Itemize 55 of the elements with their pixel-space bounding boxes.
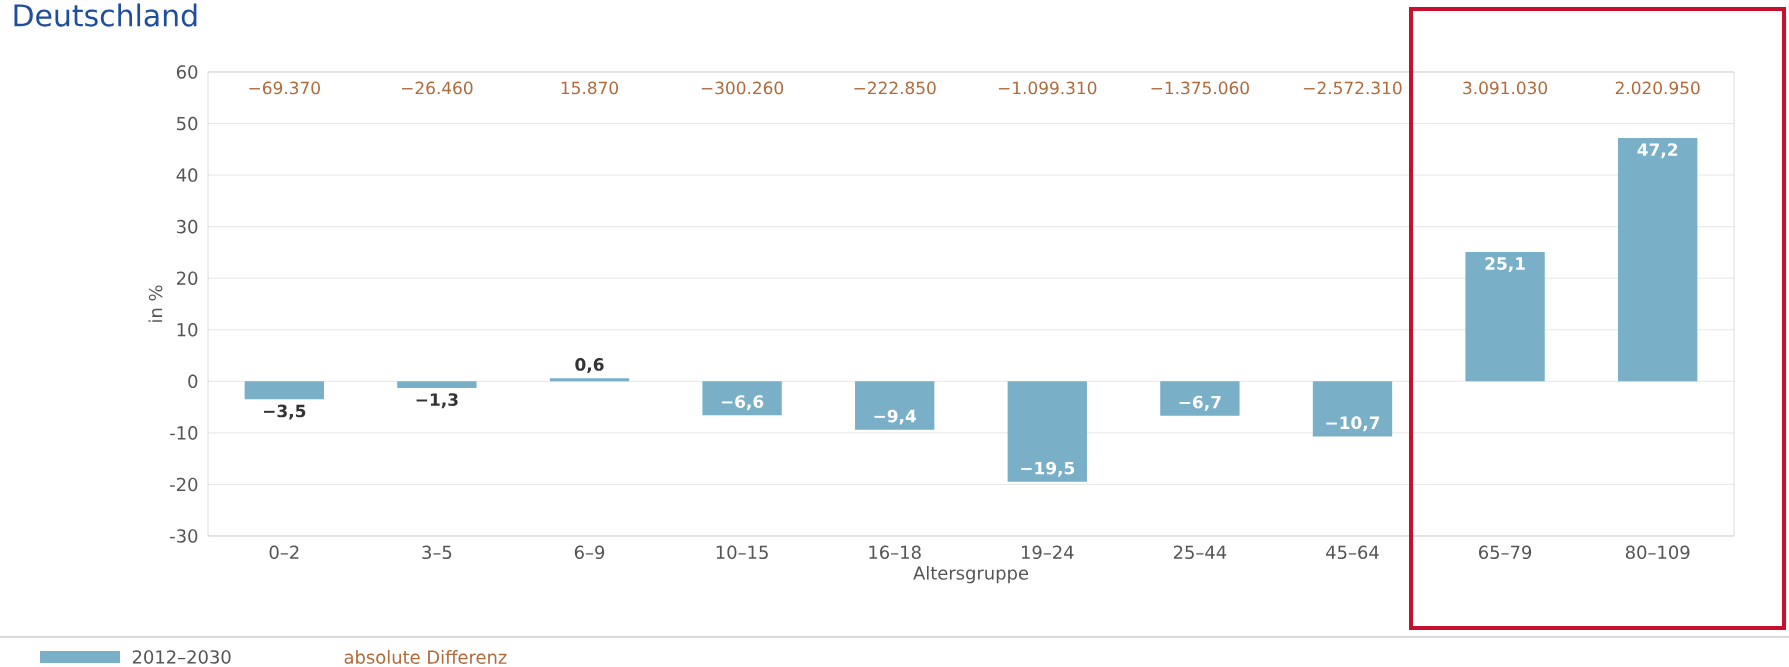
bar [244,381,324,400]
data-label: −3,5 [264,404,306,420]
annotation: 3.091.030 [1463,81,1548,95]
y-tick-label: 50 [177,116,198,131]
data-label: −1,3 [416,393,458,409]
x-tick-label: 16–18 [869,545,921,560]
text: absolute Differenz [344,650,507,664]
bar [702,381,782,416]
y-tick-label: 20 [176,271,198,285]
y-tick-label: 60 [176,65,198,79]
data-label: −6,7 [1179,395,1221,411]
annotation: −300.260 [701,81,784,95]
bar [1160,381,1240,416]
annotation: −1.099.310 [998,81,1097,95]
x-tick-label: 80–109 [1625,545,1690,560]
bar [397,381,477,389]
bar [1465,251,1545,382]
chart-title: Deutschland [14,3,197,27]
annotation: −69.370 [249,81,320,95]
annotation: −26.460 [401,81,473,95]
bar [1618,137,1698,382]
bar [855,381,935,430]
y-tick-label: -10 [170,426,198,440]
annotation: −222.850 [854,81,936,95]
y-tick-label: 10 [177,322,198,337]
data-label: 0,6 [575,358,604,374]
data-label: 47,2 [1637,143,1678,159]
y-tick-label: -20 [170,477,198,492]
data-label: −9,4 [874,409,917,425]
y-tick-label: 0 [188,374,198,389]
bar [549,378,630,382]
bar [1312,381,1393,437]
annotation: 2.020.950 [1615,81,1700,95]
annotation: −2.572.310 [1304,81,1402,95]
y-tick-label: 30 [177,219,198,234]
data-label: −10,7 [1326,416,1380,432]
y-axis-title: in % [148,285,163,322]
annotation: −1.375.060 [1151,81,1249,95]
bar [1007,381,1087,482]
x-axis-title: Altersgruppe [913,565,1029,584]
x-tick-label: 65–79 [1479,545,1532,560]
x-tick-label: 45–64 [1326,545,1379,560]
annotation: 15.870 [561,81,619,95]
data-label: −6,6 [721,395,764,411]
x-tick-label: 19–24 [1021,545,1074,560]
x-tick-label: 25–44 [1173,545,1227,560]
x-tick-label: 3–5 [422,545,452,560]
x-tick-label: 6–9 [574,545,605,560]
data-label: 25,1 [1485,257,1525,273]
x-tick-label: 0–2 [269,545,299,560]
legend-label: 2012–2030 [132,650,231,664]
x-tick-label: 10–15 [716,545,768,560]
y-tick-label: 40 [176,168,198,182]
data-label: −19,5 [1021,461,1075,477]
y-tick-label: -30 [170,529,198,543]
